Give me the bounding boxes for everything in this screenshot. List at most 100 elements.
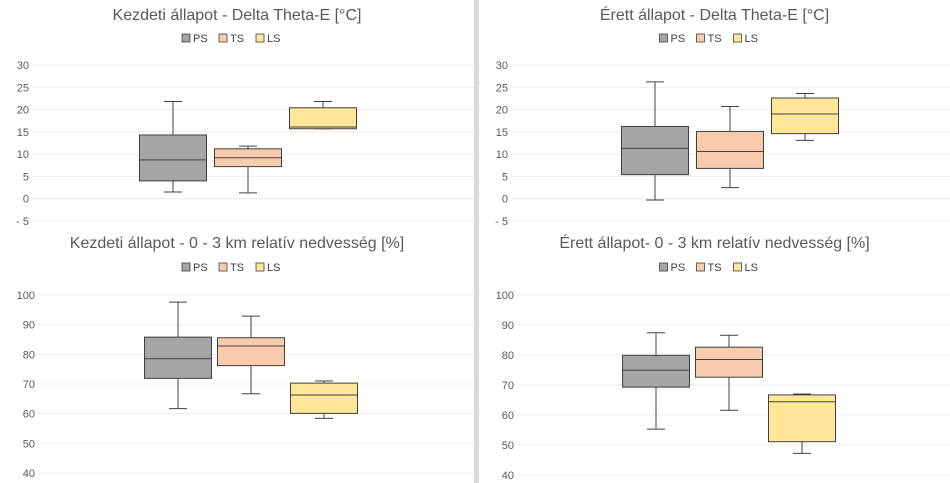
boxplot-ts — [696, 105, 764, 189]
boxplot-ls — [768, 393, 836, 454]
legend-swatch — [696, 262, 705, 272]
gridlines — [517, 294, 950, 476]
boxplot-ps — [621, 81, 689, 201]
boxplots — [622, 332, 836, 454]
legend-swatch — [255, 33, 265, 43]
boxplot-ls — [289, 101, 357, 130]
box-iqr — [696, 130, 764, 169]
y-axis: 40 50 60 70 80 90 100 — [496, 290, 514, 482]
boxplot-ts — [695, 334, 763, 411]
boxplot-ps — [622, 332, 690, 430]
legend-swatch — [733, 33, 742, 43]
y-tick-label: 60 — [23, 409, 35, 421]
y-axis: 40 50 60 70 80 90 100 — [17, 290, 35, 480]
legend-swatch — [181, 262, 191, 272]
y-tick-label: 25 — [17, 82, 29, 94]
gridlines — [38, 294, 474, 474]
legend-item: LS — [255, 33, 280, 45]
y-tick-label: 50 — [502, 440, 514, 452]
legend-label: TS — [230, 33, 244, 45]
box-iqr — [217, 337, 285, 367]
y-tick-label: 50 — [23, 438, 35, 450]
chart-panel-delta-theta-mature: Érett állapot - Delta Theta-E [°C] PS TS LS… — [479, 0, 950, 232]
box-iqr — [621, 126, 689, 176]
chart-svg: Érett állapot- 0 - 3 km relatív nedvessé… — [496, 233, 950, 482]
y-tick-label: 0 — [23, 194, 29, 206]
legend-item: TS — [696, 262, 722, 274]
legend-swatch — [218, 262, 228, 272]
y-tick-label: - 5 — [495, 216, 508, 228]
y-tick-label: 30 — [496, 60, 508, 72]
legend-label: LS — [267, 33, 280, 45]
legend-label: PS — [671, 262, 686, 274]
y-tick-label: 90 — [23, 320, 35, 332]
chart-svg: Kezdeti állapot - Delta Theta-E [°C] PS TS… — [16, 7, 474, 228]
y-tick-label: 90 — [502, 320, 514, 332]
chart-legend: PS TS LS — [659, 33, 758, 45]
legend-swatch — [733, 262, 742, 272]
legend-item: PS — [181, 33, 208, 45]
chart-panel-humidity-mature: Érett állapot- 0 - 3 km relatív nedvessé… — [479, 232, 950, 483]
legend-label: PS — [193, 33, 208, 45]
boxplot-ls — [771, 93, 839, 141]
y-tick-label: 30 — [17, 60, 29, 72]
legend-label: PS — [671, 33, 686, 45]
y-tick-label: 80 — [23, 349, 35, 361]
legend-label: TS — [708, 262, 722, 274]
y-tick-label: 70 — [502, 380, 514, 392]
legend-item: TS — [218, 33, 244, 45]
chart-title: Érett állapot- 0 - 3 km relatív nedvessé… — [559, 233, 869, 252]
box-iqr — [622, 354, 690, 388]
legend-label: LS — [267, 262, 280, 274]
y-tick-label: 80 — [502, 350, 514, 362]
legend-item: LS — [733, 262, 758, 274]
boxplot-ps — [139, 101, 207, 193]
boxplots — [621, 81, 839, 201]
y-tick-label: 100 — [17, 290, 35, 302]
y-tick-label: 60 — [502, 410, 514, 422]
y-tick-label: 20 — [17, 105, 29, 117]
y-tick-label: 70 — [23, 379, 35, 391]
legend-item: TS — [218, 262, 244, 274]
y-tick-label: 10 — [17, 149, 29, 161]
y-tick-label: - 5 — [16, 216, 29, 228]
legend-swatch — [659, 33, 668, 43]
boxplot-ls — [290, 380, 358, 419]
chart-legend: PS TS LS — [181, 33, 280, 45]
legend-swatch — [659, 262, 668, 272]
legend-label: LS — [745, 262, 758, 274]
y-tick-label: 0 — [502, 194, 508, 206]
boxplot-ts — [214, 145, 282, 194]
gridlines — [32, 64, 474, 222]
boxplot-ps — [144, 301, 212, 410]
y-tick-label: 100 — [496, 290, 514, 302]
box-iqr — [144, 336, 212, 379]
y-axis: - 5 0 5 10 15 20 25 30 — [495, 60, 508, 228]
legend-item: LS — [733, 33, 758, 45]
legend-item: PS — [659, 33, 686, 45]
y-tick-label: 25 — [496, 82, 508, 94]
panel-divider — [474, 0, 479, 483]
box-iqr — [768, 394, 836, 443]
boxplots — [139, 101, 357, 194]
legend-swatch — [255, 262, 265, 272]
chart-legend: PS TS LS — [181, 262, 280, 274]
chart-svg: Kezdeti állapot - 0 - 3 km relatív nedve… — [17, 235, 474, 480]
chart-title: Érett állapot - Delta Theta-E [°C] — [600, 5, 829, 24]
legend-label: PS — [193, 262, 208, 274]
legend-swatch — [181, 33, 191, 43]
box-iqr — [290, 382, 358, 414]
legend-label: TS — [230, 262, 244, 274]
boxplots — [144, 301, 358, 419]
legend-swatch — [218, 33, 228, 43]
y-tick-label: 5 — [23, 171, 29, 183]
y-tick-label: 40 — [502, 470, 514, 482]
chart-title: Kezdeti állapot - Delta Theta-E [°C] — [113, 7, 362, 24]
box-iqr — [139, 134, 207, 182]
y-tick-label: 15 — [17, 127, 29, 139]
legend-item: PS — [181, 262, 208, 274]
boxplot-ts — [217, 315, 285, 395]
chart-panel-humidity-initial: Kezdeti állapot - 0 - 3 km relatív nedve… — [0, 232, 474, 483]
legend-item: PS — [659, 262, 686, 274]
legend-item: TS — [696, 33, 722, 45]
